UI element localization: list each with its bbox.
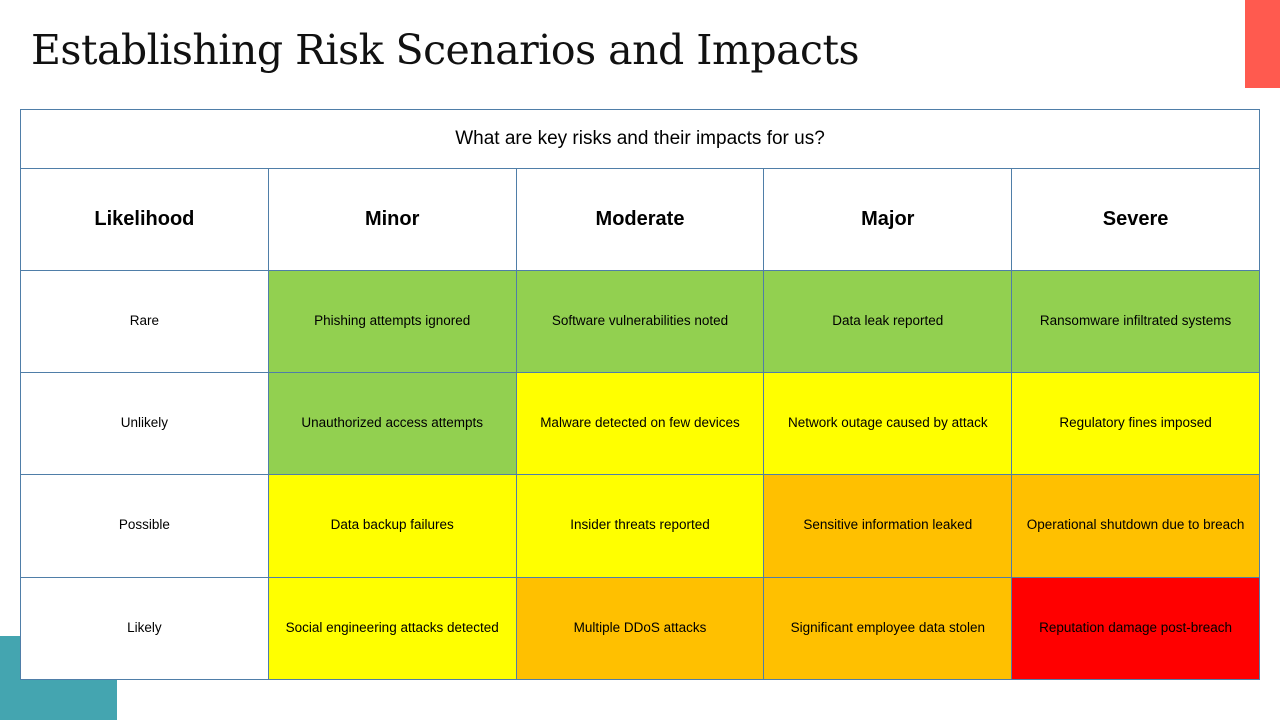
likelihood-cell: Rare bbox=[20, 269, 269, 373]
likelihood-cell: Unlikely bbox=[20, 371, 269, 476]
question-row: What are key risks and their impacts for… bbox=[20, 108, 1260, 170]
risk-cell: Sensitive information leaked bbox=[763, 474, 1013, 578]
header-moderate: Moderate bbox=[515, 168, 765, 271]
risk-cell: Malware detected on few devices bbox=[515, 371, 765, 476]
risk-cell: Regulatory fines imposed bbox=[1011, 371, 1260, 476]
header-minor: Minor bbox=[267, 168, 517, 271]
risk-cell: Data leak reported bbox=[763, 269, 1013, 373]
risk-cell: Reputation damage post-breach bbox=[1011, 576, 1260, 681]
table-row-possible: Possible Data backup failures Insider th… bbox=[20, 474, 1260, 578]
risk-cell: Network outage caused by attack bbox=[763, 371, 1013, 476]
likelihood-cell: Possible bbox=[20, 474, 269, 578]
accent-bar-top-right bbox=[1245, 0, 1280, 88]
risk-cell: Software vulnerabilities noted bbox=[515, 269, 765, 373]
risk-cell: Data backup failures bbox=[267, 474, 517, 578]
table-row-rare: Rare Phishing attempts ignored Software … bbox=[20, 269, 1260, 373]
risk-cell: Unauthorized access attempts bbox=[267, 371, 517, 476]
header-likelihood: Likelihood bbox=[20, 168, 269, 271]
question-cell: What are key risks and their impacts for… bbox=[20, 108, 1260, 170]
header-severe: Severe bbox=[1011, 168, 1260, 271]
risk-cell: Insider threats reported bbox=[515, 474, 765, 578]
header-row: Likelihood Minor Moderate Major Severe bbox=[20, 168, 1260, 271]
risk-cell: Phishing attempts ignored bbox=[267, 269, 517, 373]
slide-title: Establishing Risk Scenarios and Impacts bbox=[31, 26, 860, 74]
likelihood-cell: Likely bbox=[20, 576, 269, 681]
table-row-unlikely: Unlikely Unauthorized access attempts Ma… bbox=[20, 371, 1260, 476]
risk-cell: Social engineering attacks detected bbox=[267, 576, 517, 681]
risk-cell: Operational shutdown due to breach bbox=[1011, 474, 1260, 578]
risk-cell: Ransomware infiltrated systems bbox=[1011, 269, 1260, 373]
table-row-likely: Likely Social engineering attacks detect… bbox=[20, 576, 1260, 681]
risk-matrix-table: What are key risks and their impacts for… bbox=[20, 108, 1260, 681]
risk-matrix: What are key risks and their impacts for… bbox=[20, 108, 1260, 681]
risk-cell: Multiple DDoS attacks bbox=[515, 576, 765, 681]
header-major: Major bbox=[763, 168, 1013, 271]
risk-cell: Significant employee data stolen bbox=[763, 576, 1013, 681]
